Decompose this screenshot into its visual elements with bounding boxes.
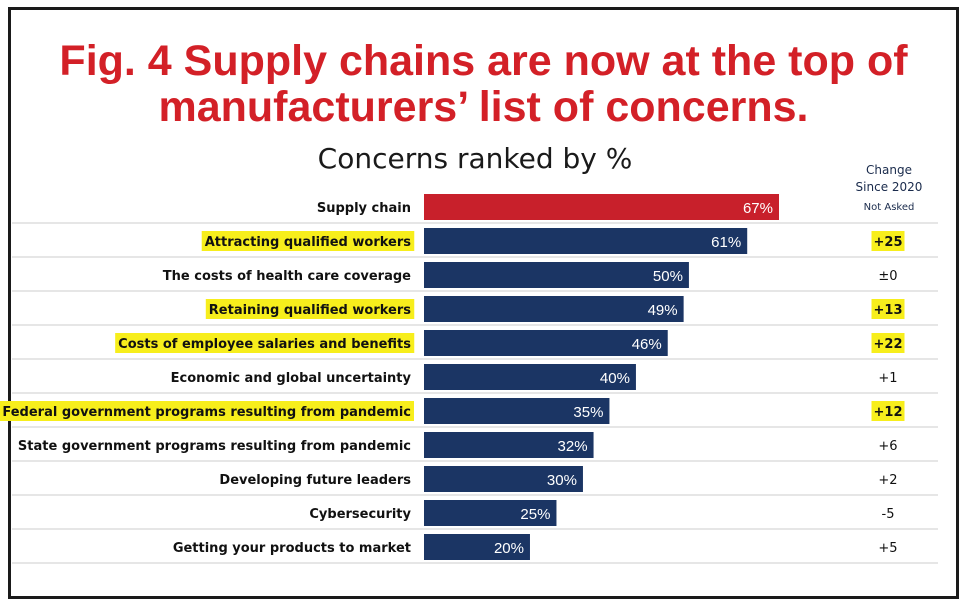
bar <box>424 228 748 254</box>
bar <box>424 398 610 424</box>
category-label: Supply chain <box>317 201 411 216</box>
bar <box>424 432 594 458</box>
category-highlight <box>115 333 415 353</box>
change-header-line1: Change <box>866 163 912 177</box>
category-label: Federal government programs resulting fr… <box>2 405 411 420</box>
category-highlight <box>205 299 415 319</box>
bar-value-label: 25% <box>520 506 550 523</box>
bar-value-label: 49% <box>648 302 678 319</box>
change-value: -5 <box>882 507 895 522</box>
category-label: Cybersecurity <box>309 507 411 522</box>
chart-title: Concerns ranked by % <box>317 142 633 175</box>
category-label: Developing future leaders <box>219 473 411 488</box>
bar-value-label: 30% <box>547 472 577 489</box>
change-value: +12 <box>874 405 903 420</box>
category-label: Economic and global uncertainty <box>171 371 412 386</box>
bar <box>424 262 689 288</box>
category-label: Costs of employee salaries and benefits <box>118 337 411 352</box>
change-column-header: Change Since 2020 <box>838 162 940 196</box>
bar-value-label: 20% <box>494 540 524 557</box>
category-label: State government programs resulting from… <box>18 439 411 454</box>
bar <box>424 534 530 560</box>
change-highlight <box>871 231 905 251</box>
bar <box>424 364 636 390</box>
figure-title: Fig. 4 Supply chains are now at the top … <box>59 37 908 131</box>
bar-value-label: 32% <box>558 438 588 455</box>
category-label: Retaining qualified workers <box>209 303 411 318</box>
bar <box>424 466 583 492</box>
bar <box>424 194 779 220</box>
change-value: ±0 <box>878 269 897 284</box>
change-highlight <box>871 299 905 319</box>
change-column-subheader: Not Asked <box>863 202 915 213</box>
change-value: +1 <box>878 371 897 386</box>
change-highlight <box>871 401 905 421</box>
category-label: The costs of health care coverage <box>163 269 411 284</box>
category-highlight <box>201 231 415 251</box>
change-value: +5 <box>878 541 897 556</box>
bar-value-label: 67% <box>743 200 773 217</box>
bar-value-label: 40% <box>600 370 630 387</box>
change-highlight <box>871 333 905 353</box>
bar <box>424 330 668 356</box>
bar-value-label: 35% <box>573 404 603 421</box>
change-value: +25 <box>874 235 903 250</box>
bar-value-label: 50% <box>653 268 683 285</box>
bar <box>424 500 557 526</box>
bar-value-label: 61% <box>711 234 741 251</box>
bar-value-label: 46% <box>632 336 662 353</box>
category-label: Getting your products to market <box>173 541 411 556</box>
change-value: +13 <box>874 303 903 318</box>
category-highlight <box>0 401 414 421</box>
bar <box>424 296 684 322</box>
change-value: +6 <box>878 439 897 454</box>
change-value: +2 <box>878 473 897 488</box>
change-value: +22 <box>874 337 903 352</box>
change-header-line2: Since 2020 <box>855 180 923 194</box>
category-label: Attracting qualified workers <box>205 235 412 250</box>
